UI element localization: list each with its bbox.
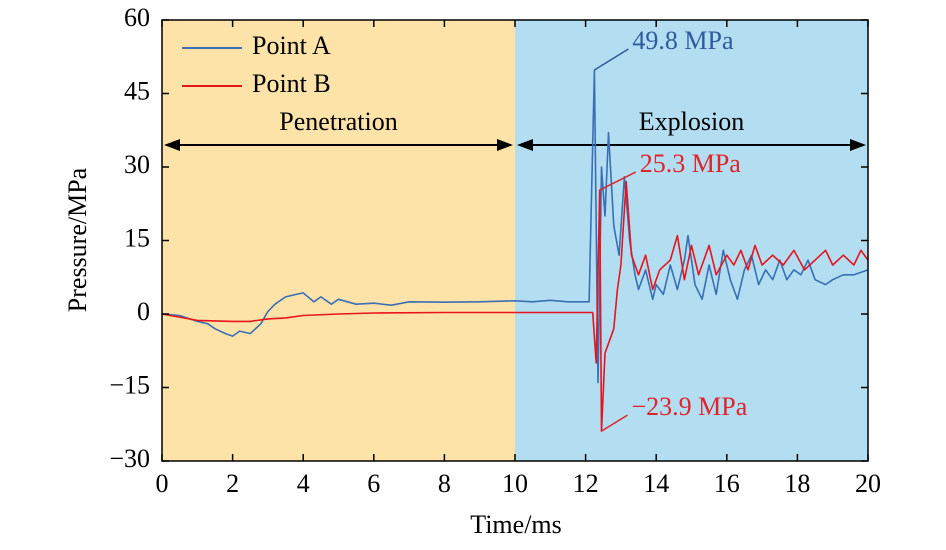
x-tick-label: 20 <box>855 469 881 498</box>
region-label: Explosion <box>639 107 744 136</box>
annotation-leader <box>594 48 629 71</box>
x-tick-label: 18 <box>784 469 810 498</box>
y-axis-label: Pressure/MPa <box>63 167 92 312</box>
annotation: −23.9 MPa <box>631 392 747 421</box>
annotation-leader <box>601 414 628 432</box>
x-tick-label: 0 <box>156 469 169 498</box>
x-tick-label: 12 <box>573 469 599 498</box>
y-tick-label: 15 <box>124 223 150 252</box>
series-line <box>161 69 869 384</box>
y-tick-label: 0 <box>137 297 150 326</box>
x-tick-label: 4 <box>297 469 310 498</box>
x-tick-label: 6 <box>367 469 380 498</box>
legend-label: Point A <box>252 31 331 60</box>
x-tick-label: 14 <box>643 469 669 498</box>
annotation: 25.3 MPa <box>640 149 742 178</box>
x-tick-label: 8 <box>438 469 451 498</box>
legend-label: Point B <box>252 69 331 98</box>
x-axis-label: Time/ms <box>470 510 562 539</box>
arrow-head <box>497 139 513 151</box>
arrow-head <box>850 139 866 151</box>
annotation: 49.8 MPa <box>632 26 734 55</box>
y-tick-label: 60 <box>124 3 150 32</box>
arrow-head <box>517 139 533 151</box>
annotation-leader <box>599 171 637 191</box>
y-tick-label: 30 <box>124 150 150 179</box>
y-tick-label: 45 <box>124 76 150 105</box>
y-tick-label: −30 <box>109 444 150 473</box>
series-line <box>161 180 869 432</box>
x-tick-label: 10 <box>502 469 528 498</box>
y-tick-label: −15 <box>109 370 150 399</box>
region <box>515 20 868 461</box>
region <box>162 20 515 461</box>
region-label: Penetration <box>279 107 397 136</box>
x-tick-label: 16 <box>714 469 740 498</box>
x-tick-label: 2 <box>226 469 239 498</box>
arrow-head <box>164 139 180 151</box>
